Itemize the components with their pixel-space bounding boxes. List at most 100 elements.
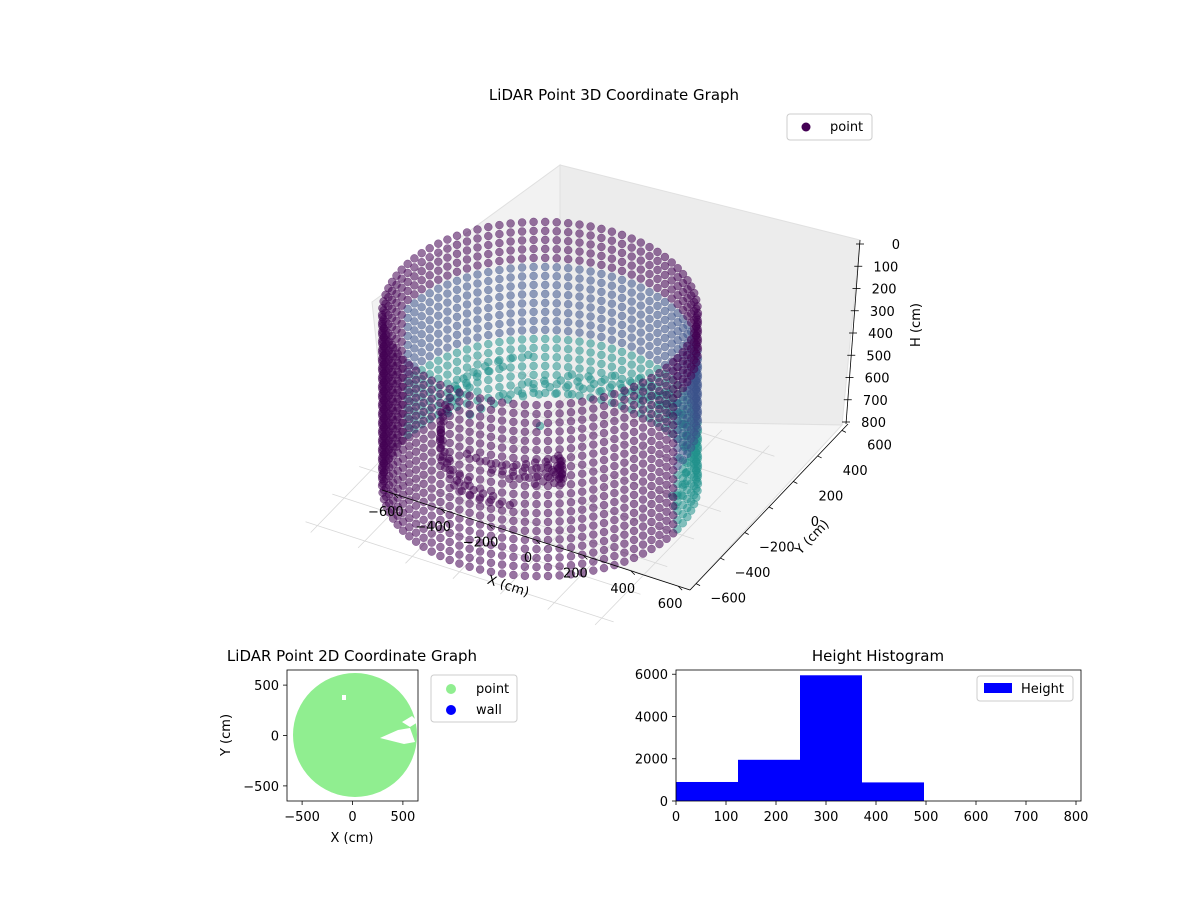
point-marker	[620, 548, 629, 557]
point-marker	[566, 552, 576, 561]
point-marker	[517, 281, 527, 290]
point-marker	[616, 379, 625, 389]
point-marker	[555, 418, 564, 427]
point-marker	[452, 231, 462, 241]
point-marker	[617, 248, 627, 258]
point-marker	[452, 330, 462, 340]
point-marker	[617, 257, 627, 267]
point-marker	[520, 481, 530, 491]
point-marker	[678, 347, 688, 357]
legend-2d: point wall	[430, 674, 518, 723]
point-marker	[509, 444, 518, 454]
point-marker	[425, 253, 434, 262]
point-marker	[662, 471, 671, 481]
point-marker	[645, 260, 654, 270]
point-marker	[529, 334, 538, 344]
point-marker	[597, 368, 606, 378]
point-marker	[577, 415, 587, 424]
point-marker	[638, 378, 648, 387]
point-marker	[529, 244, 538, 254]
point-marker	[562, 383, 571, 392]
x-tick-mark	[488, 524, 493, 529]
point-marker	[455, 451, 464, 460]
point-marker	[465, 454, 474, 464]
point-marker	[495, 292, 504, 302]
point-marker	[517, 272, 527, 281]
point-marker	[620, 494, 629, 503]
point-marker	[532, 454, 541, 464]
point-marker	[473, 243, 482, 252]
point-marker	[475, 457, 485, 466]
point-marker	[645, 323, 654, 333]
point-marker	[599, 473, 609, 483]
point-marker	[532, 400, 541, 410]
x-tick-label: −400	[415, 520, 451, 535]
point-marker	[597, 233, 606, 243]
point-marker	[486, 567, 496, 577]
point-marker	[662, 399, 671, 409]
point-marker	[436, 398, 445, 408]
point-marker	[495, 373, 504, 383]
point-marker	[638, 423, 648, 432]
point-marker	[660, 261, 670, 271]
z-tick-label: 700	[863, 394, 888, 409]
point-marker	[486, 441, 496, 451]
point-marker	[495, 319, 504, 329]
point-marker	[462, 291, 472, 300]
point-marker	[495, 310, 504, 320]
point-marker	[419, 371, 428, 381]
point-marker	[532, 553, 541, 563]
point-marker	[647, 508, 656, 518]
point-marker	[638, 387, 648, 396]
point-marker	[484, 240, 493, 250]
point-marker	[506, 237, 515, 246]
point-marker	[638, 450, 648, 459]
point-marker	[540, 298, 550, 308]
point-marker	[662, 381, 671, 391]
point-marker	[405, 523, 414, 532]
x-tick-label-hist: 400	[864, 810, 889, 825]
point-marker	[465, 463, 474, 473]
point-marker	[462, 309, 472, 318]
point-marker	[555, 472, 564, 481]
point-marker	[532, 544, 541, 554]
point-marker	[417, 302, 426, 312]
point-marker	[597, 359, 606, 369]
point-marker	[410, 281, 419, 290]
point-marker	[597, 314, 606, 324]
point-marker	[597, 269, 606, 279]
point-marker	[655, 368, 664, 378]
point-marker	[617, 284, 627, 294]
point-marker	[610, 416, 619, 426]
pane-back	[559, 164, 861, 426]
point-marker	[397, 265, 406, 274]
point-marker	[465, 436, 474, 446]
point-marker	[410, 326, 419, 335]
x-tick-mark	[677, 585, 683, 591]
point-marker	[434, 338, 443, 347]
point-marker	[434, 239, 443, 248]
point-marker	[552, 299, 561, 308]
z-tick-label: 300	[870, 305, 895, 320]
empty-region	[380, 728, 415, 744]
point-marker	[647, 400, 656, 410]
point-marker	[484, 294, 493, 304]
point-marker	[436, 506, 445, 516]
point-marker	[445, 546, 454, 556]
point-marker	[497, 407, 507, 416]
point-marker	[411, 519, 421, 528]
point-marker	[552, 263, 561, 272]
point-marker	[555, 481, 564, 490]
x-tick-label: 0	[524, 551, 532, 566]
point-marker	[425, 262, 434, 271]
point-marker	[498, 389, 508, 399]
point-marker	[566, 525, 576, 534]
x-tick-label-2d: −500	[284, 810, 320, 825]
point-marker	[520, 544, 530, 554]
point-marker	[655, 377, 664, 387]
point-marker	[655, 485, 664, 495]
point-marker	[662, 507, 671, 517]
point-marker	[506, 273, 515, 282]
point-marker	[645, 359, 654, 369]
point-marker	[436, 497, 445, 507]
